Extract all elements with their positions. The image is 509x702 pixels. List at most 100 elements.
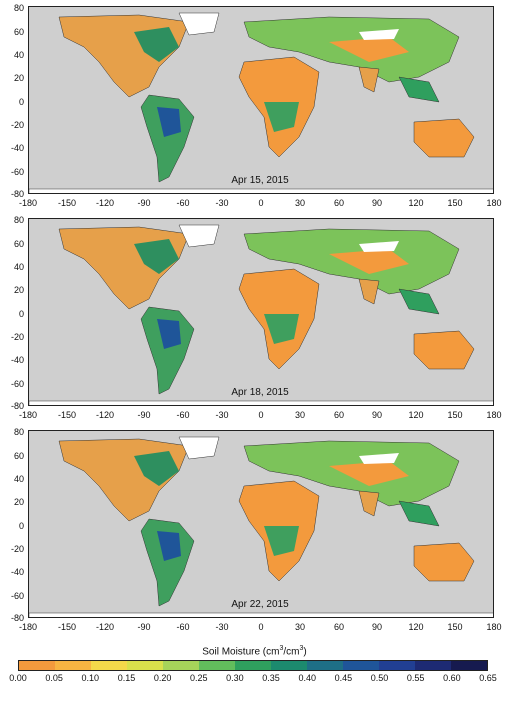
- y-tick: 20: [13, 285, 24, 295]
- x-tick: 0: [258, 198, 264, 208]
- y-tick: -80: [10, 401, 24, 411]
- x-tick: 150: [447, 198, 463, 208]
- y-tick: -40: [10, 355, 24, 365]
- colorbar-tick: 0.05: [45, 673, 63, 683]
- x-tick: 0: [258, 410, 264, 420]
- y-tick: -40: [10, 567, 24, 577]
- south-america: [140, 94, 195, 183]
- x-tick: -150: [57, 410, 76, 420]
- colorbar-tick: 0.10: [81, 673, 100, 683]
- y-tick: 20: [13, 73, 24, 83]
- y-tick: -60: [10, 379, 24, 389]
- x-tick: -90: [137, 622, 151, 632]
- world-map: [28, 218, 494, 406]
- map-panel-3: 80 60 40 20 0 -20 -40 -60 -80 -180 -150 …: [0, 424, 509, 634]
- colorbar-tick: 0.50: [370, 673, 389, 683]
- colorbar-tick: 0.60: [443, 673, 461, 683]
- x-tick: 60: [333, 622, 344, 632]
- colorbar-segment: [91, 661, 127, 670]
- colorbar-segment: [235, 661, 271, 670]
- colorbar-tick: 0.65: [479, 673, 497, 683]
- colorbar-tick: 0.40: [298, 673, 316, 683]
- colorbar-segment: [271, 661, 307, 670]
- y-tick: 60: [13, 239, 24, 249]
- x-tick: -180: [18, 410, 37, 420]
- map-shapes: [29, 224, 493, 405]
- y-tick: 0: [18, 521, 24, 531]
- colorbar-segment: [379, 661, 415, 670]
- y-tick: 40: [13, 474, 24, 484]
- x-tick: 90: [371, 410, 382, 420]
- x-tick: 150: [447, 622, 463, 632]
- x-tick: 150: [447, 410, 463, 420]
- x-tick: -30: [215, 410, 229, 420]
- x-tick: 60: [333, 198, 344, 208]
- map-shapes: [29, 12, 493, 193]
- y-tick: 80: [13, 427, 24, 437]
- y-tick: 20: [13, 497, 24, 507]
- colorbar-tick: 0.55: [406, 673, 425, 683]
- y-tick: -80: [10, 189, 24, 199]
- y-tick: -60: [10, 167, 24, 177]
- x-tick: 0: [258, 622, 264, 632]
- y-tick: 80: [13, 3, 24, 13]
- date-label: Apr 22, 2015: [231, 599, 289, 610]
- map-panel-1: 80 60 40 20 0 -20 -40 -60 -80 -180 -150 …: [0, 0, 509, 210]
- x-tick: 180: [486, 198, 502, 208]
- x-tick: 180: [486, 622, 502, 632]
- x-tick: 30: [294, 622, 305, 632]
- y-tick: 40: [13, 262, 24, 272]
- x-tick: 30: [294, 198, 305, 208]
- x-tick: -120: [95, 198, 114, 208]
- colorbar-segment: [55, 661, 91, 670]
- x-tick: -90: [137, 198, 151, 208]
- x-tick: 120: [408, 198, 424, 208]
- x-tick: 120: [408, 622, 424, 632]
- x-tick: 30: [294, 410, 305, 420]
- colorbar-segment: [127, 661, 163, 670]
- colorbar-segment: [451, 661, 487, 670]
- x-tick: 90: [371, 622, 382, 632]
- x-tick: -120: [95, 622, 114, 632]
- y-tick: -40: [10, 143, 24, 153]
- x-tick: -180: [18, 622, 37, 632]
- australia: [413, 118, 475, 158]
- colorbar-tick: 0.25: [190, 673, 208, 683]
- y-tick: -60: [10, 591, 24, 601]
- x-tick: -60: [176, 198, 190, 208]
- x-tick: -90: [137, 410, 151, 420]
- map-shapes: [29, 436, 493, 617]
- y-tick: 60: [13, 27, 24, 37]
- colorbar-tick: 0.35: [262, 673, 280, 683]
- colorbar: [18, 660, 488, 671]
- colorbar-segment: [307, 661, 343, 670]
- colorbar-segment: [343, 661, 379, 670]
- x-tick: 60: [333, 410, 344, 420]
- world-map: [28, 6, 494, 194]
- y-tick: 40: [13, 50, 24, 60]
- x-tick: -30: [215, 622, 229, 632]
- world-map: [28, 430, 494, 618]
- x-tick: 180: [486, 410, 502, 420]
- date-label: Apr 15, 2015: [231, 175, 289, 186]
- colorbar-segment: [415, 661, 451, 670]
- colorbar-segment: [19, 661, 55, 670]
- x-tick: -150: [57, 198, 76, 208]
- x-tick: -120: [95, 410, 114, 420]
- colorbar-tick: 0.30: [226, 673, 244, 683]
- x-tick: -150: [57, 622, 76, 632]
- colorbar-tick: 0.00: [9, 673, 27, 683]
- y-tick: -20: [10, 544, 24, 554]
- x-tick: 90: [371, 198, 382, 208]
- x-tick: -60: [176, 622, 190, 632]
- y-tick: 80: [13, 215, 24, 225]
- x-tick: -30: [215, 198, 229, 208]
- north-america: [58, 14, 190, 98]
- y-tick: -20: [10, 120, 24, 130]
- colorbar-title: Soil Moisture (cm3/cm3): [202, 645, 307, 658]
- y-tick: 0: [18, 97, 24, 107]
- y-tick: 0: [18, 309, 24, 319]
- colorbar-segment: [163, 661, 199, 670]
- map-panel-2: 80 60 40 20 0 -20 -40 -60 -80 -180 -150 …: [0, 212, 509, 422]
- x-tick: -60: [176, 410, 190, 420]
